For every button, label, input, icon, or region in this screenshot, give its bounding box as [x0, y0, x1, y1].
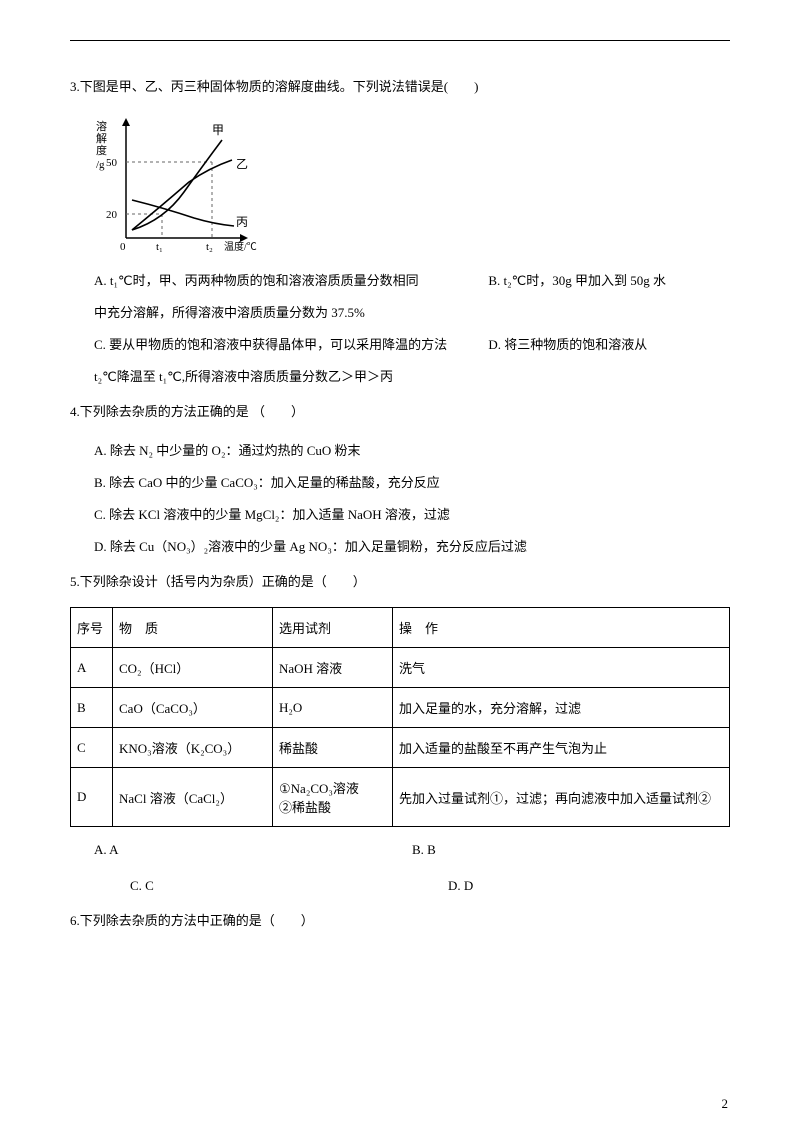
q3-opt-c: C. 要从甲物质的饱和溶液中获得晶体甲，可以采用降温的方法	[94, 332, 488, 358]
cell-rea: H₂O	[273, 688, 393, 728]
q3-stem: 3.下图是甲、乙、丙三种固体物质的溶解度曲线。下列说法错误是( )	[70, 75, 730, 98]
q4-opt-d: D. 除去 Cu（NO₃）₂溶液中的少量 Ag NO₃：加入足量铜粉，充分反应后…	[94, 534, 730, 560]
y-axis-label: 溶	[96, 119, 107, 133]
cell-sub: CaO（CaCO₃）	[113, 688, 273, 728]
q6-stem: 6.下列除去杂质的方法中正确的是（ ）	[70, 909, 730, 932]
th-operation: 操 作	[393, 608, 730, 648]
cell-sub: NaCl 溶液（CaCl₂）	[113, 768, 273, 827]
page-number: 2	[722, 1096, 729, 1112]
cell-seq: A	[71, 648, 113, 688]
q5-choice-d: D. D	[412, 873, 730, 899]
label-yi: 乙	[236, 157, 248, 171]
svg-text:度: 度	[96, 143, 107, 157]
cell-seq: B	[71, 688, 113, 728]
table-row: D NaCl 溶液（CaCl₂） ①Na₂CO₃溶液 ②稀盐酸 先加入过量试剂①…	[71, 768, 730, 827]
svg-text:/g: /g	[96, 159, 105, 171]
q3-opt-d: D. 将三种物质的饱和溶液从	[488, 332, 730, 358]
cell-rea: NaOH 溶液	[273, 648, 393, 688]
table-row: B CaO（CaCO₃） H₂O 加入足量的水，充分溶解，过滤	[71, 688, 730, 728]
xtick-0: 0	[120, 241, 126, 252]
solubility-chart: 溶 解 度 /g 50 20 甲 乙 丙 0 t₁ t₂ 温度/℃	[94, 112, 264, 252]
label-jia: 甲	[212, 123, 224, 137]
table-row: A CO₂（HCl） NaOH 溶液 洗气	[71, 648, 730, 688]
cell-sub: KNO₃溶液（K₂CO₃）	[113, 728, 273, 768]
th-seq: 序号	[71, 608, 113, 648]
xtick-t2: t₂	[206, 241, 213, 252]
q3-opt-d-cont: t₂℃降温至 t₁℃,所得溶液中溶质质量分数乙＞甲＞丙	[94, 364, 730, 390]
ytick-50: 50	[106, 157, 118, 169]
cell-op: 加入足量的水，充分溶解，过滤	[393, 688, 730, 728]
q3-figure: 溶 解 度 /g 50 20 甲 乙 丙 0 t₁ t₂ 温度/℃	[94, 112, 730, 252]
ytick-20: 20	[106, 209, 118, 221]
cell-seq: D	[71, 768, 113, 827]
curve-bing	[132, 200, 234, 226]
curve-jia	[132, 140, 222, 230]
table-row: 序号 物 质 选用试剂 操 作	[71, 608, 730, 648]
q5-table: 序号 物 质 选用试剂 操 作 A CO₂（HCl） NaOH 溶液 洗气 B …	[70, 607, 730, 827]
th-substance: 物 质	[113, 608, 273, 648]
top-horizontal-rule	[70, 40, 730, 41]
x-axis-label: 温度/℃	[224, 240, 257, 252]
table-row: C KNO₃溶液（K₂CO₃） 稀盐酸 加入适量的盐酸至不再产生气泡为止	[71, 728, 730, 768]
cell-rea: 稀盐酸	[273, 728, 393, 768]
q3-opt-b: B. t₂℃时，30g 甲加入到 50g 水	[488, 268, 730, 294]
q3-opt-a: A. t₁℃时，甲、丙两种物质的饱和溶液溶质质量分数相同	[94, 268, 488, 294]
q4-opt-a: A. 除去 N₂ 中少量的 O₂：通过灼热的 CuO 粉末	[94, 438, 730, 464]
label-bing: 丙	[236, 215, 248, 229]
svg-text:解: 解	[96, 131, 107, 145]
cell-sub: CO₂（HCl）	[113, 648, 273, 688]
q3-opt-b-cont: 中充分溶解，所得溶液中溶质质量分数为 37.5%	[94, 300, 730, 326]
th-reagent: 选用试剂	[273, 608, 393, 648]
q5-choice-c: C. C	[94, 873, 412, 899]
q4-opt-b: B. 除去 CaO 中的少量 CaCO₃：加入足量的稀盐酸，充分反应	[94, 470, 730, 496]
cell-op: 先加入过量试剂①，过滤；再向滤液中加入适量试剂②	[393, 768, 730, 827]
q5-choice-b: B. B	[412, 837, 730, 863]
cell-rea: ①Na₂CO₃溶液 ②稀盐酸	[273, 768, 393, 827]
xtick-t1: t₁	[156, 241, 163, 252]
cell-seq: C	[71, 728, 113, 768]
q4-stem: 4.下列除去杂质的方法正确的是 （ ）	[70, 400, 730, 423]
cell-op: 洗气	[393, 648, 730, 688]
cell-op: 加入适量的盐酸至不再产生气泡为止	[393, 728, 730, 768]
q4-opt-c: C. 除去 KCl 溶液中的少量 MgCl₂：加入适量 NaOH 溶液，过滤	[94, 502, 730, 528]
q5-stem: 5.下列除杂设计（括号内为杂质）正确的是（ ）	[70, 570, 730, 593]
q5-choice-a: A. A	[94, 837, 412, 863]
